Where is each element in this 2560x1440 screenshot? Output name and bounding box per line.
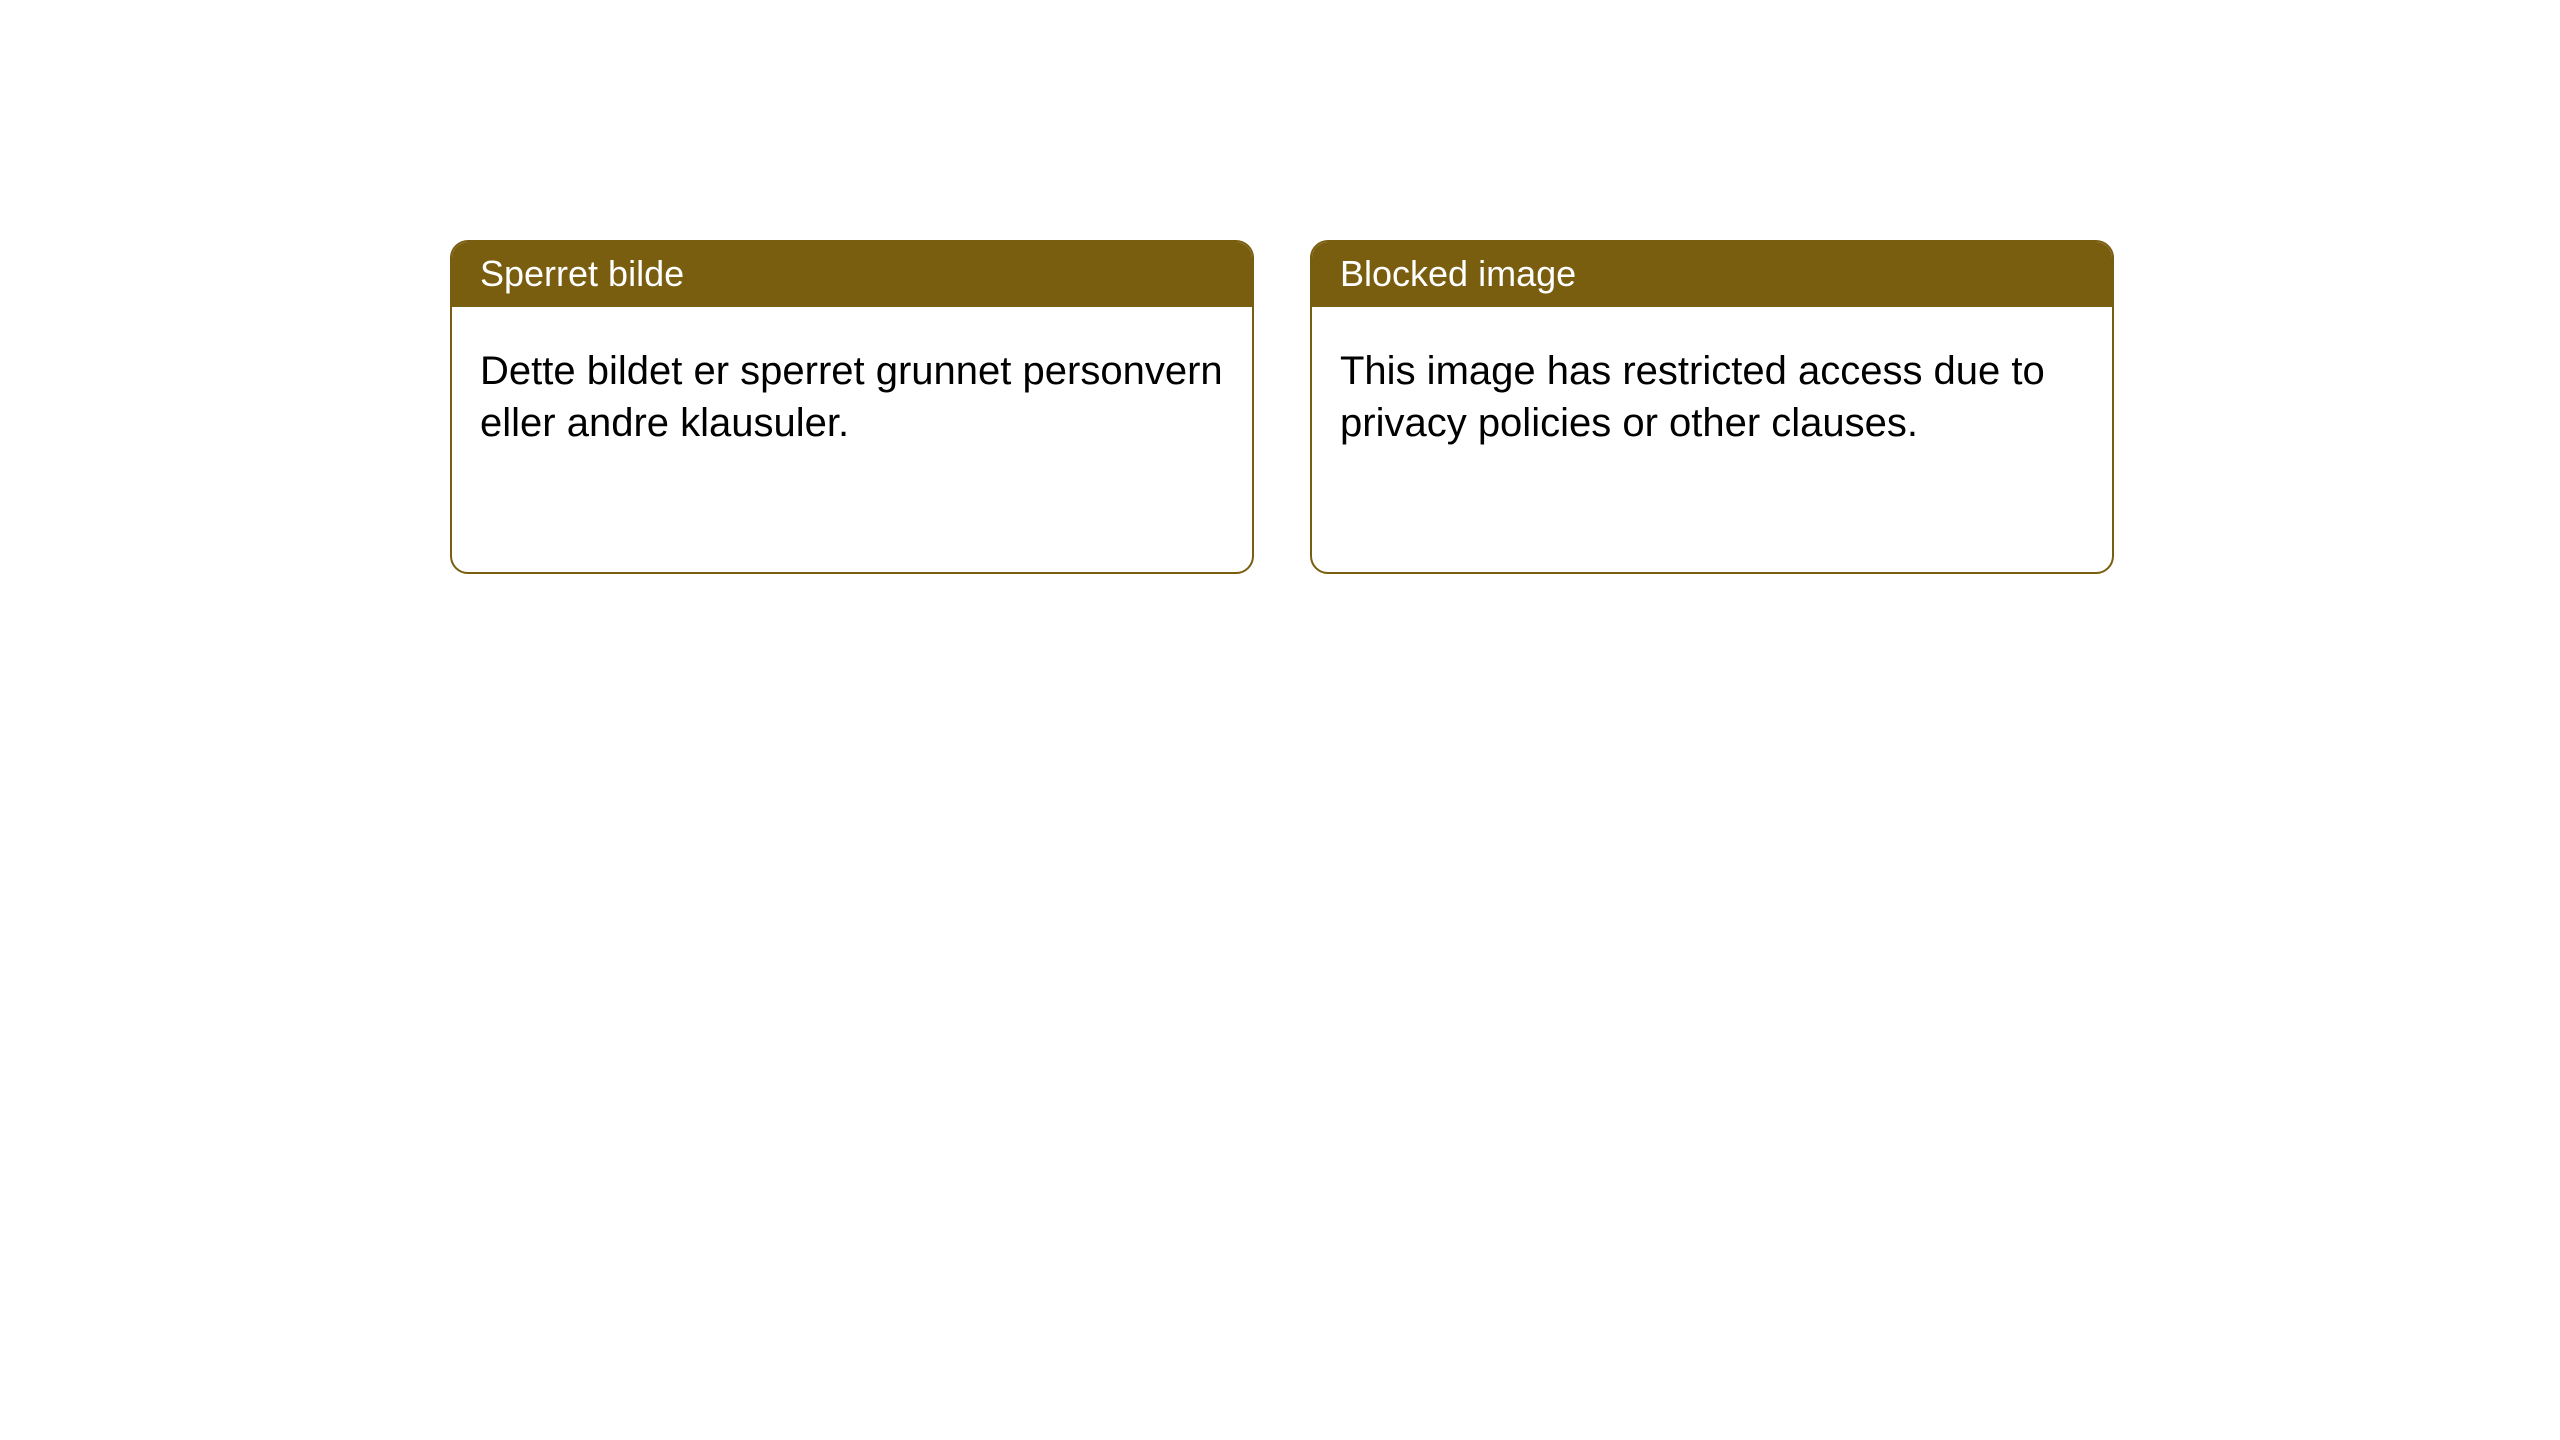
- notice-body-right: This image has restricted access due to …: [1312, 307, 2112, 487]
- notice-header-left: Sperret bilde: [452, 242, 1252, 307]
- notice-container: Sperret bilde Dette bildet er sperret gr…: [0, 0, 2560, 574]
- notice-card-left: Sperret bilde Dette bildet er sperret gr…: [450, 240, 1254, 574]
- notice-header-right: Blocked image: [1312, 242, 2112, 307]
- notice-body-left: Dette bildet er sperret grunnet personve…: [452, 307, 1252, 487]
- notice-card-right: Blocked image This image has restricted …: [1310, 240, 2114, 574]
